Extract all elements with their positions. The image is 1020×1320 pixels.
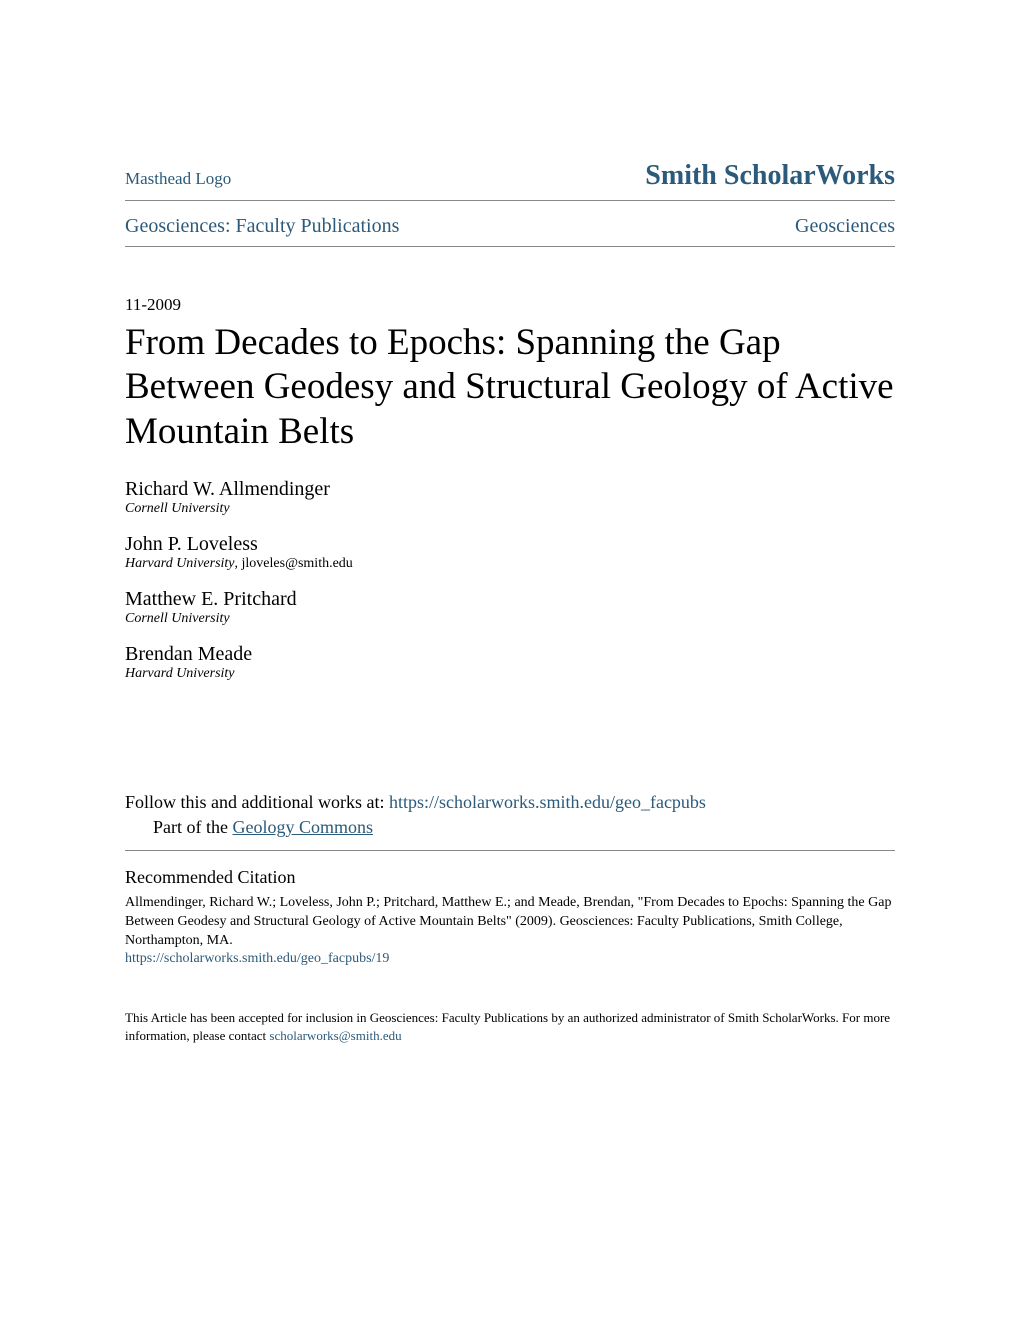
masthead-logo[interactable]: Masthead Logo xyxy=(125,169,231,189)
breadcrumb-collection[interactable]: Geosciences: Faculty Publications xyxy=(125,215,399,238)
breadcrumb-divider xyxy=(125,246,895,247)
follow-prefix: Follow this and additional works at: xyxy=(125,792,389,812)
footer-contact-link[interactable]: scholarworks@smith.edu xyxy=(269,1028,401,1043)
author-affiliation: Cornell University xyxy=(125,501,895,517)
author-name: John P. Loveless xyxy=(125,533,895,556)
follow-divider xyxy=(125,850,895,851)
citation-text: Allmendinger, Richard W.; Loveless, John… xyxy=(125,894,895,951)
author-name: Brendan Meade xyxy=(125,643,895,666)
footer-text: This Article has been accepted for inclu… xyxy=(125,1009,895,1045)
part-of-link[interactable]: Geology Commons xyxy=(232,817,373,837)
citation-link[interactable]: https://scholarworks.smith.edu/geo_facpu… xyxy=(125,951,895,967)
author-block: Richard W. Allmendinger Cornell Universi… xyxy=(125,478,895,517)
header-divider xyxy=(125,200,895,201)
follow-link[interactable]: https://scholarworks.smith.edu/geo_facpu… xyxy=(389,792,706,812)
article-title: From Decades to Epochs: Spanning the Gap… xyxy=(125,321,895,454)
author-block: Brendan Meade Harvard University xyxy=(125,643,895,682)
breadcrumb-department[interactable]: Geosciences xyxy=(795,215,895,238)
author-affiliation: Harvard University xyxy=(125,666,895,682)
author-name: Matthew E. Pritchard xyxy=(125,588,895,611)
author-affiliation: Harvard University, jloveles@smith.edu xyxy=(125,556,895,572)
publication-date: 11-2009 xyxy=(125,295,895,315)
citation-heading: Recommended Citation xyxy=(125,867,895,888)
part-of-prefix: Part of the xyxy=(153,817,232,837)
author-name: Richard W. Allmendinger xyxy=(125,478,895,501)
author-affiliation: Cornell University xyxy=(125,611,895,627)
author-block: Matthew E. Pritchard Cornell University xyxy=(125,588,895,627)
site-title[interactable]: Smith ScholarWorks xyxy=(645,160,895,192)
author-block: John P. Loveless Harvard University, jlo… xyxy=(125,533,895,572)
